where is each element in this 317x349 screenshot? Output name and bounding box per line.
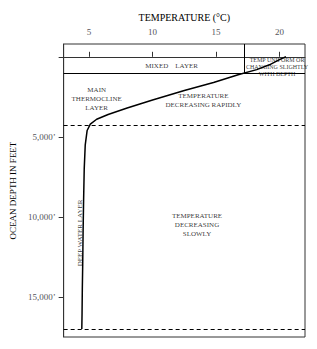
- svg-text:WITH DEPTH: WITH DEPTH: [259, 71, 296, 77]
- svg-text:OCEAN DEPTH IN FEET: OCEAN DEPTH IN FEET: [8, 141, 18, 239]
- svg-text:5,000’: 5,000’: [32, 132, 55, 142]
- svg-text:SLOWLY: SLOWLY: [183, 230, 211, 238]
- svg-text:10: 10: [148, 27, 158, 37]
- svg-text:MAIN: MAIN: [87, 86, 106, 94]
- svg-text:5: 5: [87, 27, 92, 37]
- svg-text:CHANGING SLIGHTLY: CHANGING SLIGHTLY: [245, 64, 309, 71]
- svg-text:15,000’: 15,000’: [28, 292, 56, 302]
- svg-text:DEEP WATER LAYER: DEEP WATER LAYER: [75, 199, 84, 267]
- svg-text:15: 15: [212, 27, 222, 37]
- svg-text:TEMPERATURE: TEMPERATURE: [178, 92, 228, 100]
- svg-text:TEMPERATURE: TEMPERATURE: [172, 212, 222, 220]
- svg-text:DECREASING RAPIDLY: DECREASING RAPIDLY: [166, 101, 242, 109]
- svg-text:10,000’: 10,000’: [28, 212, 56, 222]
- svg-text:20: 20: [275, 27, 285, 37]
- svg-text:DECREASING: DECREASING: [175, 221, 219, 229]
- svg-text:THERMOCLINE: THERMOCLINE: [72, 95, 122, 103]
- svg-text:MIXED LAYER: MIXED LAYER: [145, 62, 198, 70]
- svg-text:TEMPERATURE (°C): TEMPERATURE (°C): [139, 12, 231, 24]
- svg-text:LAYER: LAYER: [85, 104, 108, 112]
- svg-text:TEMP UNIFORM OR: TEMP UNIFORM OR: [249, 57, 305, 64]
